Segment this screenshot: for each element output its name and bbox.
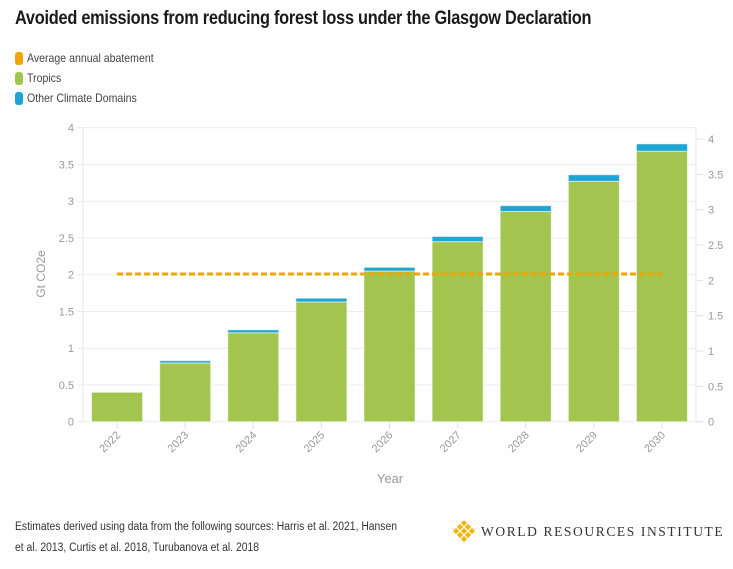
legend-label: Average annual abatement: [27, 51, 154, 65]
logo-diamond: [456, 531, 464, 539]
y-tick-label-right: 2: [708, 275, 714, 287]
bars: [91, 143, 688, 423]
y-tick-label-right: 0.5: [708, 381, 723, 393]
logo-diamond: [468, 527, 475, 535]
y-tick-label-right: 0: [708, 417, 714, 429]
legend: Average annual abatement Tropics Other C…: [15, 48, 171, 108]
y-tick-label-left: 1.5: [59, 306, 74, 318]
bar-tropics-2027: [431, 241, 484, 423]
bar-other-domains-2029: [567, 174, 620, 182]
chart-area: 0 0.5 1 1.5 2 2.5 3 3.5 4 0 0.5 1 1.5 2 2.5 3 3.5 4 2022…: [34, 123, 723, 486]
y-tick-label-left: 1: [68, 343, 74, 355]
x-tick-label: 2023: [165, 429, 191, 455]
x-axis-title: Year: [377, 471, 404, 486]
y-tick-label-left: 3: [68, 196, 74, 208]
bar-other-domains-2028: [499, 205, 552, 212]
y-tick-label-right: 4: [708, 134, 714, 146]
legend-label: Tropics: [27, 71, 62, 85]
bar-tropics-2030: [635, 150, 688, 423]
y-tick-label-left: 0: [68, 417, 74, 429]
wri-logo-icon: [453, 521, 475, 543]
y-tick-label-right: 3: [708, 205, 714, 217]
wri-logo-text: WORLD RESOURCES INSTITUTE: [481, 524, 725, 539]
legend-item-other[interactable]: Other Climate Domains: [15, 88, 171, 108]
bar-tropics-2026: [363, 270, 416, 423]
y-axis-right: 0 0.5 1 1.5 2 2.5 3 3.5 4: [696, 134, 723, 429]
bar-other-domains-2023: [159, 360, 212, 364]
y-tick-label-left: 0.5: [59, 380, 74, 392]
x-tick-label: 2022: [97, 429, 123, 455]
bar-other-domains-2025: [295, 297, 348, 303]
logo-diamond: [464, 523, 472, 531]
bar-tropics-2028: [499, 210, 552, 423]
legend-item-tropics[interactable]: Tropics: [15, 68, 171, 88]
logo-diamond: [460, 535, 468, 543]
source-note: Estimates derived using data from the fo…: [15, 521, 397, 554]
wri-logo: WORLD RESOURCES INSTITUTE: [453, 521, 724, 543]
bar-other-domains-2026: [363, 266, 416, 272]
logo-diamond: [460, 527, 468, 535]
bar-tropics-2024: [227, 332, 280, 423]
y-axis-left: 0 0.5 1 1.5 2 2.5 3 3.5 4: [59, 123, 74, 429]
x-tick-label: 2029: [574, 429, 600, 455]
legend-swatch-other: [15, 91, 23, 105]
y-tick-label-left: 4: [68, 123, 74, 135]
logo-diamond: [453, 527, 460, 535]
bar-other-domains-2030: [635, 143, 688, 152]
bar-tropics-2023: [159, 362, 212, 423]
bar-tropics-2029: [567, 180, 620, 423]
x-tick-label: 2027: [438, 429, 464, 455]
y-tick-label-right: 2.5: [708, 240, 723, 252]
bar-tropics-2025: [295, 301, 348, 423]
bar-other-domains-2024: [227, 329, 280, 334]
logo-diamond: [464, 531, 472, 539]
legend-label: Other Climate Domains: [27, 91, 137, 105]
x-tick-label: 2024: [234, 429, 260, 455]
logo-diamond: [456, 523, 464, 531]
x-tick-label: 2025: [302, 429, 328, 455]
y-tick-label-left: 2.5: [59, 233, 74, 245]
x-axis: 2022 2023 2024 2025 2026 2027 2028 2029 2030: [97, 421, 668, 455]
bar-tropics-2022: [91, 391, 144, 423]
logo-diamond: [460, 521, 468, 527]
bar-other-domains-2027: [431, 235, 484, 243]
legend-swatch-average: [15, 51, 23, 65]
legend-swatch-tropics: [15, 71, 23, 85]
x-tick-label: 2028: [506, 429, 532, 455]
chart-title: Avoided emissions from reducing forest l…: [15, 8, 592, 29]
legend-item-average[interactable]: Average annual abatement: [15, 48, 171, 68]
x-tick-label: 2026: [370, 429, 396, 455]
y-tick-label-left: 2: [68, 270, 74, 282]
y-tick-label-right: 3.5: [708, 169, 723, 181]
y-axis-title: Gt CO2e: [34, 250, 48, 298]
x-tick-label: 2030: [642, 429, 668, 455]
y-tick-label-right: 1.5: [708, 311, 723, 323]
y-tick-label-left: 3.5: [59, 159, 74, 171]
y-tick-label-right: 1: [708, 346, 714, 358]
